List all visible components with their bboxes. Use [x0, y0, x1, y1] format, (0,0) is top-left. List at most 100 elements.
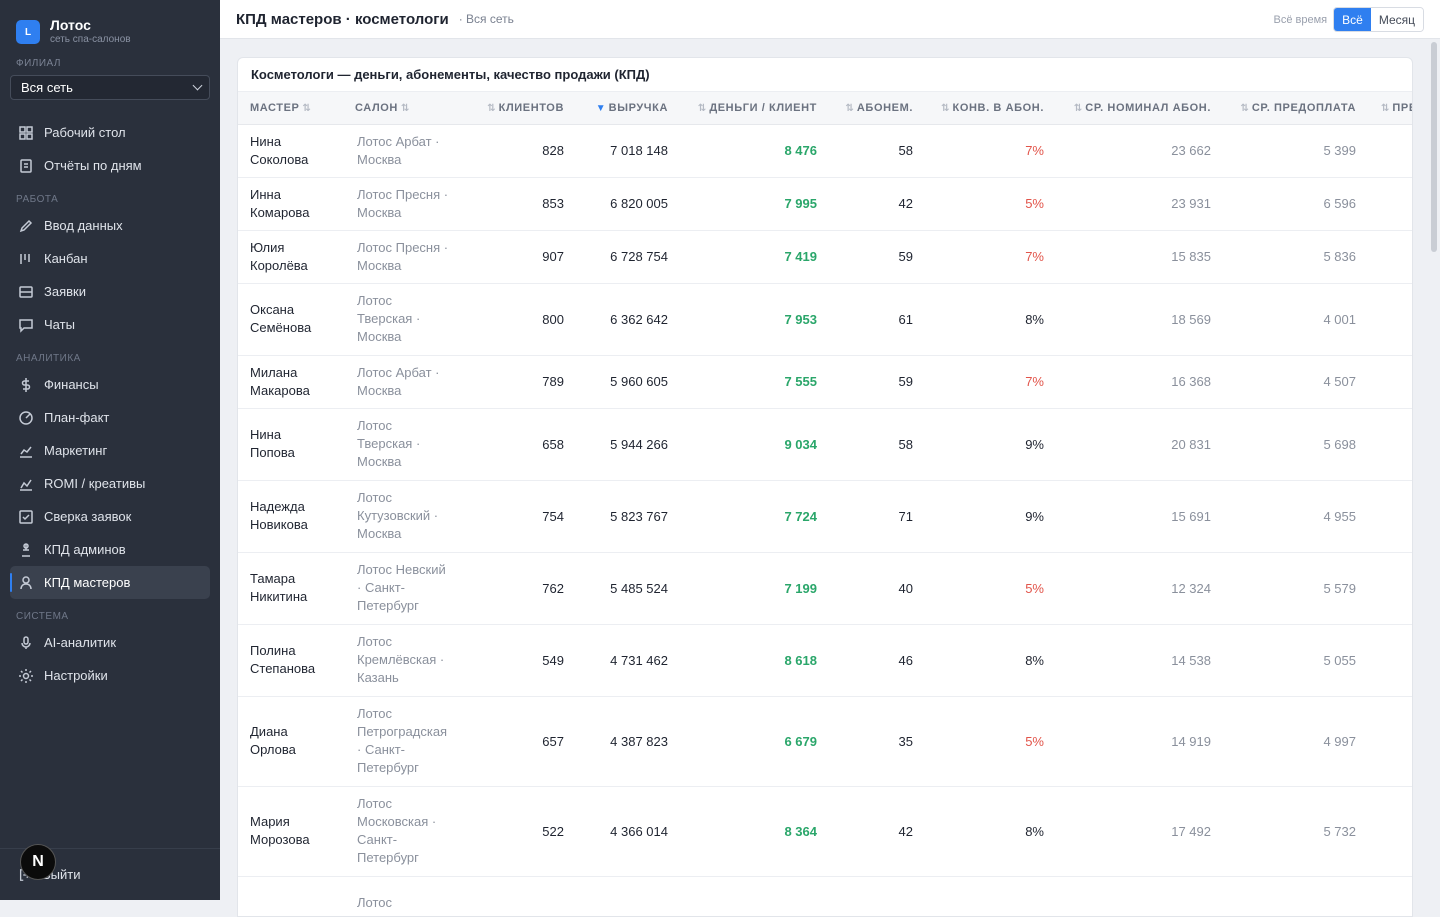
master-name-line: Никитина — [250, 589, 308, 604]
sidebar-item-7[interactable]: План-факт — [10, 401, 210, 434]
sidebar-item-13[interactable]: AI-аналитик — [10, 626, 210, 659]
revenue-cell: 7 018 148 — [574, 124, 678, 178]
branch-select-value: Вся сеть — [21, 80, 73, 95]
sidebar-item-6[interactable]: Финансы — [10, 368, 210, 401]
sort-icon: ⇅ — [1240, 102, 1249, 114]
subscriptions-cell: 46 — [827, 624, 923, 697]
money-per-client-cell: 7 724 — [678, 480, 827, 553]
revenue-cell: 6 362 642 — [574, 283, 678, 356]
master-name-line: Тамара — [250, 571, 296, 586]
gear-icon — [18, 668, 34, 684]
clients-cell: 522 — [463, 786, 574, 877]
master-name-line: Надежда — [250, 499, 305, 514]
master-name-line: Новикова — [250, 517, 308, 532]
brand-logo: L — [16, 20, 40, 44]
truncated-cell — [1366, 355, 1412, 409]
scrollbar[interactable] — [1431, 42, 1437, 252]
table-row[interactable]: Мария Морозова Лотос Московская · Санкт- Пете… — [238, 786, 1412, 877]
avg-prepay-cell: 4 507 — [1221, 355, 1366, 409]
table-row[interactable]: Полина Степанова Лотос Кремлёвская · Казань 5… — [238, 624, 1412, 697]
table-row[interactable]: Надежда Новикова Лотос Кутузовский · Москва 7… — [238, 480, 1412, 553]
salon-name-line: Петербург — [357, 760, 419, 775]
salon-name-line: Санкт- — [357, 832, 398, 847]
salon-name-line: Лотос Пресня · — [357, 186, 449, 202]
col-conversion[interactable]: ⇅ Конв. в абон. — [923, 92, 1054, 125]
money-per-client-cell: 6 679 — [678, 696, 827, 787]
sidebar-item-4[interactable]: Заявки — [10, 275, 210, 308]
conversion-cell: 8% — [923, 624, 1054, 697]
col-salon[interactable]: Салон ⇅ — [343, 92, 463, 125]
table-row[interactable]: Лотос — [238, 876, 1412, 916]
masters-table: Мастер ⇅ Салон ⇅ ⇅ Клиентов ▼ Выручка ⇅ Деньг… — [238, 92, 1412, 916]
clients-cell: 800 — [463, 283, 574, 356]
sidebar-item-0[interactable]: Рабочий стол — [10, 116, 210, 149]
truncated-cell — [1366, 283, 1412, 356]
sidebar-item-11[interactable]: КПД админов — [10, 533, 210, 566]
money-per-client-cell: 8 364 — [678, 786, 827, 877]
table-row[interactable]: Нина Попова Лотос Тверская · Москва 658 5 944 … — [238, 408, 1412, 481]
subscriptions-cell: 58 — [827, 408, 923, 481]
master-name-line: Инна — [250, 186, 281, 202]
col-revenue[interactable]: ▼ Выручка — [574, 92, 678, 125]
col-money-per-client[interactable]: ⇅ Деньги / клиент — [678, 92, 827, 125]
col-master[interactable]: Мастер ⇅ — [238, 92, 343, 125]
chat-icon — [18, 317, 34, 333]
branch-select[interactable]: Вся сеть — [10, 75, 210, 100]
sidebar-item-label: КПД админов — [44, 542, 126, 557]
sidebar-item-label: Настройки — [44, 668, 108, 683]
revenue-cell: 4 387 823 — [574, 696, 678, 787]
money-per-client-cell: 7 419 — [678, 230, 827, 284]
sidebar-item-3[interactable]: Канбан — [10, 242, 210, 275]
avg-prepay-cell: 4 997 — [1221, 696, 1366, 787]
master-name-line: Юлия — [250, 239, 285, 255]
avg-prepay-cell: 5 399 — [1221, 124, 1366, 178]
table-row[interactable]: Оксана Семёнова Лотос Тверская · Москва 800 6 … — [238, 283, 1412, 356]
n-badge[interactable]: N — [20, 844, 56, 880]
brand-subtitle: сеть спа-салонов — [50, 34, 131, 45]
salon-name-line: Лотос Арбат · — [357, 364, 440, 380]
col-subscriptions[interactable]: ⇅ Абонем. — [827, 92, 923, 125]
sidebar-item-5[interactable]: Чаты — [10, 308, 210, 341]
table-row[interactable]: Диана Орлова Лотос Петроградская · Санкт- Пет… — [238, 696, 1412, 787]
sort-icon: ⇅ — [697, 102, 707, 114]
conversion-cell: 9% — [923, 480, 1054, 553]
sidebar-item-9[interactable]: ROMI / креативы — [10, 467, 210, 500]
period-label: Всё время — [1273, 13, 1328, 26]
avg-nominal-cell: 17 492 — [1054, 786, 1221, 877]
table-row[interactable]: Инна Комарова Лотос Пресня · Москва 853 6 820… — [238, 177, 1412, 231]
col-avg-prepay[interactable]: ⇅ Ср. предоплата — [1221, 92, 1366, 125]
admin-icon — [18, 542, 34, 558]
sidebar-item-2[interactable]: Ввод данных — [10, 209, 210, 242]
master-name: Оксана Семёнова — [238, 283, 343, 356]
dashboard-icon — [18, 125, 34, 141]
sidebar-item-1[interactable]: Отчёты по дням — [10, 149, 210, 182]
salon-name-line: Казань — [357, 670, 399, 685]
period-month-button[interactable]: Месяц — [1370, 8, 1423, 31]
sidebar-item-8[interactable]: Маркетинг — [10, 434, 210, 467]
table-row[interactable]: Нина Соколова Лотос Арбат · Москва 828 7 018 … — [238, 124, 1412, 178]
period-all-button[interactable]: Всё — [1334, 8, 1371, 31]
sidebar-item-label: Заявки — [44, 284, 86, 299]
salon-name-line: Петербург — [357, 850, 419, 865]
table-row[interactable]: Тамара Никитина Лотос Невский · Санкт- Петер… — [238, 552, 1412, 625]
col-clients[interactable]: ⇅ Клиентов — [463, 92, 574, 125]
master-name-line: Милана — [250, 364, 298, 380]
col-prepay-truncated[interactable]: ⇅Пред — [1366, 92, 1412, 125]
money-per-client-cell: 7 199 — [678, 552, 827, 625]
sidebar-section-title: СИСТЕМА — [16, 611, 69, 622]
sidebar-item-12[interactable]: КПД мастеров — [10, 566, 210, 599]
table-row[interactable]: Милана Макарова Лотос Арбат · Москва 789 5 96… — [238, 355, 1412, 409]
sidebar-item-label: Рабочий стол — [44, 125, 126, 140]
subscriptions-cell: 58 — [827, 124, 923, 178]
table-row[interactable]: Юлия Королёва Лотос Пресня · Москва 907 6 728… — [238, 230, 1412, 284]
truncated-cell — [1366, 408, 1412, 481]
revenue-cell — [574, 876, 678, 916]
salon-name: Лотос Тверская · Москва — [343, 283, 463, 356]
col-avg-nominal[interactable]: ⇅ Ср. номинал абон. — [1054, 92, 1221, 125]
salon-name: Лотос Кутузовский · Москва — [343, 480, 463, 553]
sidebar-item-14[interactable]: Настройки — [10, 659, 210, 692]
report-icon — [18, 158, 34, 174]
sidebar-item-10[interactable]: Сверка заявок — [10, 500, 210, 533]
revenue-cell: 5 944 266 — [574, 408, 678, 481]
brand[interactable]: L Лотос сеть спа-салонов — [0, 0, 220, 50]
